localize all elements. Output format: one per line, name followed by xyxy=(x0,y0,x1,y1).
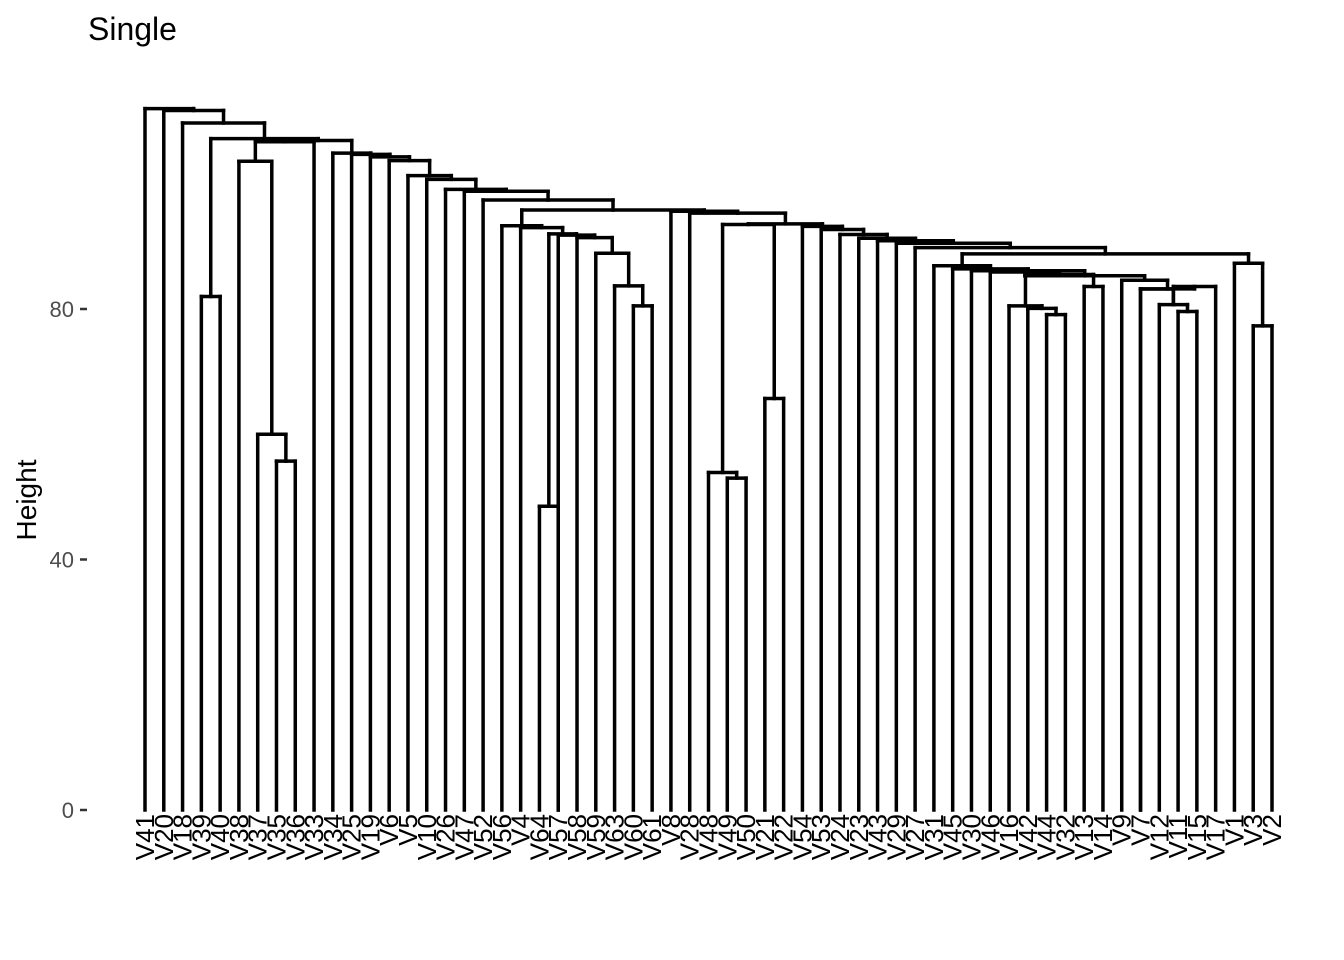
leaf-label: V6 xyxy=(374,814,404,846)
leaf-label: V30 xyxy=(956,814,986,860)
leaf-label: V17 xyxy=(1201,814,1231,860)
y-tick-label: 0 xyxy=(62,798,74,823)
leaf-label: V34 xyxy=(318,814,348,860)
leaf-label: V42 xyxy=(1013,814,1043,860)
leaf-label: V64 xyxy=(524,814,554,860)
leaf-label: V13 xyxy=(1069,814,1099,860)
leaf-label: V10 xyxy=(412,814,442,860)
leaf-label: V53 xyxy=(806,814,836,860)
leaf-label: V1 xyxy=(1219,814,1249,846)
leaf-label: V43 xyxy=(863,814,893,860)
leaf-label: V39 xyxy=(186,814,216,860)
leaf-label: V2 xyxy=(1257,814,1287,846)
leaf-label: V18 xyxy=(168,814,198,860)
leaf-label: V45 xyxy=(938,814,968,860)
leaf-labels: V41V20V18V39V40V38V37V35V36V33V34V25V19V… xyxy=(130,814,1287,860)
leaf-label: V54 xyxy=(787,814,817,860)
leaf-label: V31 xyxy=(919,814,949,860)
leaf-label: V60 xyxy=(618,814,648,860)
y-axis: 0 40 80 xyxy=(50,297,87,823)
leaf-label: V14 xyxy=(1088,814,1118,860)
leaf-label: V5 xyxy=(393,814,423,846)
leaf-label: V22 xyxy=(769,814,799,860)
leaf-label: V58 xyxy=(562,814,592,860)
leaf-label: V16 xyxy=(994,814,1024,860)
leaf-label: V9 xyxy=(1107,814,1137,846)
leaf-label: V44 xyxy=(1032,814,1062,860)
leaf-label: V11 xyxy=(1163,814,1193,858)
leaf-label: V7 xyxy=(1126,814,1156,846)
leaf-label: V8 xyxy=(656,814,686,846)
dendrogram-branches xyxy=(143,106,1274,812)
leaf-label: V20 xyxy=(149,814,179,860)
leaf-label: V28 xyxy=(675,814,705,860)
leaf-label: V47 xyxy=(449,814,479,860)
chart-title: Single xyxy=(88,11,177,47)
leaf-label: V61 xyxy=(637,814,667,860)
leaf-label: V32 xyxy=(1050,814,1080,860)
leaf-label: V40 xyxy=(205,814,235,860)
leaf-label: V46 xyxy=(975,814,1005,860)
leaf-label: V35 xyxy=(261,814,291,860)
leaf-label: V19 xyxy=(355,814,385,860)
y-axis-label: Height xyxy=(11,459,42,540)
leaf-label: V27 xyxy=(900,814,930,860)
leaf-label: V37 xyxy=(243,814,273,860)
y-tick-label: 80 xyxy=(50,297,74,322)
leaf-label: V63 xyxy=(600,814,630,860)
leaf-label: V21 xyxy=(750,814,780,860)
leaf-label: V29 xyxy=(881,814,911,860)
leaf-label: V38 xyxy=(224,814,254,860)
y-tick-label: 40 xyxy=(50,548,74,573)
leaf-label: V59 xyxy=(581,814,611,860)
leaf-label: V49 xyxy=(712,814,742,860)
leaf-label: V3 xyxy=(1238,814,1268,846)
leaf-label: V26 xyxy=(431,814,461,860)
leaf-label: V52 xyxy=(468,814,498,860)
leaf-label: V57 xyxy=(543,814,573,860)
leaf-label: V56 xyxy=(487,814,517,860)
leaf-label: V36 xyxy=(280,814,310,860)
leaf-label: V24 xyxy=(825,814,855,860)
leaf-label: V15 xyxy=(1182,814,1212,860)
leaf-label: V25 xyxy=(337,814,367,860)
leaf-label: V4 xyxy=(506,814,536,846)
leaf-label: V48 xyxy=(694,814,724,860)
leaf-label: V33 xyxy=(299,814,329,860)
leaf-label: V50 xyxy=(731,814,761,860)
leaf-label: V12 xyxy=(1144,814,1174,860)
leaf-label: V41 xyxy=(130,814,160,860)
leaf-label: V23 xyxy=(844,814,874,860)
